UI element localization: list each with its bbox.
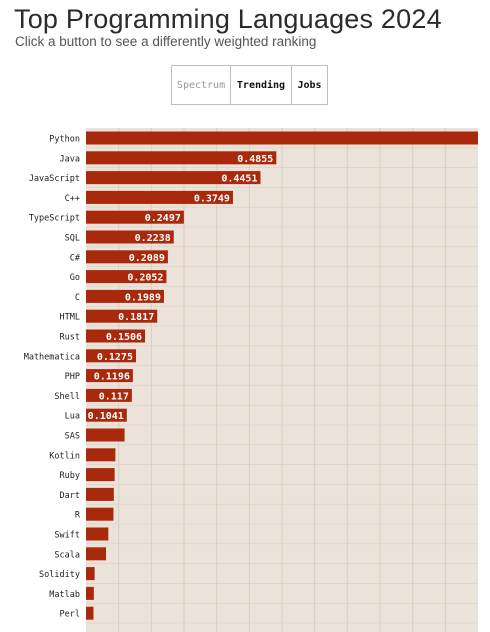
bar — [86, 230, 174, 244]
category-label: TypeScript — [29, 214, 80, 224]
category-label: Python — [49, 135, 80, 145]
category-label: Perl — [60, 610, 80, 620]
bar — [86, 329, 146, 343]
category-label: C# — [70, 253, 81, 263]
bar — [86, 250, 168, 264]
trending-button[interactable]: Trending — [231, 66, 292, 104]
data-label: 0.1041 — [88, 411, 124, 422]
category-label: Matlab — [49, 590, 80, 600]
data-label: 0.1506 — [106, 332, 142, 343]
data-label: 0.1989 — [125, 292, 161, 303]
category-label: Mathematica — [24, 352, 80, 362]
bar — [86, 487, 114, 501]
category-label: Scala — [54, 550, 80, 560]
data-label: 0.1196 — [94, 372, 130, 383]
bar — [86, 171, 261, 185]
category-label: Solidity — [39, 570, 80, 580]
bar — [86, 468, 115, 482]
data-label: 0.2497 — [145, 213, 181, 224]
category-label: SAS — [65, 432, 80, 442]
bar — [86, 270, 167, 284]
ranking-button-group: Spectrum Trending Jobs — [171, 65, 328, 105]
data-label: 0.1817 — [118, 312, 154, 323]
spectrum-button[interactable]: Spectrum — [172, 66, 231, 104]
category-label: HTML — [60, 313, 80, 323]
bar — [86, 507, 114, 521]
bar — [86, 428, 125, 442]
category-label: R — [75, 511, 81, 521]
bar — [86, 586, 94, 600]
category-label: Rust — [60, 333, 80, 343]
bar — [86, 369, 133, 383]
bar — [86, 349, 136, 363]
bar — [86, 388, 132, 402]
category-label: Go — [70, 273, 80, 283]
data-label: 0.2238 — [135, 233, 171, 244]
bar — [86, 309, 158, 323]
data-label: 0.3749 — [194, 193, 230, 204]
bar — [86, 190, 233, 204]
category-label: JavaScript — [29, 174, 80, 184]
data-label: 0.4451 — [221, 174, 257, 185]
jobs-button[interactable]: Jobs — [292, 66, 327, 104]
category-label: C — [75, 293, 80, 303]
category-label: C++ — [65, 194, 80, 204]
category-label: Dart — [60, 491, 80, 501]
bar — [86, 547, 106, 561]
ranking-bar-chart: Python Java 0.4855 JavaScript 0.4451 C++ 0.374… — [24, 128, 478, 632]
category-label: SQL — [65, 234, 80, 244]
data-label: 0.1275 — [97, 352, 133, 363]
data-label: 0.2089 — [129, 253, 165, 264]
category-label: Ruby — [60, 471, 80, 481]
bar — [86, 408, 127, 422]
bar — [86, 289, 164, 303]
category-label: Shell — [54, 392, 80, 402]
data-label: 0.4855 — [237, 154, 273, 165]
bar — [86, 151, 277, 165]
bar — [86, 527, 109, 541]
data-label: 0.2052 — [127, 273, 163, 284]
bar — [86, 210, 184, 224]
bar — [86, 567, 95, 581]
category-label: Swift — [54, 531, 80, 541]
bar — [86, 131, 478, 145]
category-label: PHP — [65, 372, 80, 382]
data-label: 0.117 — [99, 391, 129, 402]
bar — [86, 606, 94, 620]
category-label: Kotlin — [49, 451, 80, 461]
category-label: Java — [60, 154, 80, 164]
page-title: Top Programming Languages 2024 — [14, 4, 442, 34]
page-subtitle: Click a button to see a differently weig… — [15, 34, 317, 49]
category-label: Lua — [65, 412, 80, 422]
bar — [86, 448, 116, 462]
